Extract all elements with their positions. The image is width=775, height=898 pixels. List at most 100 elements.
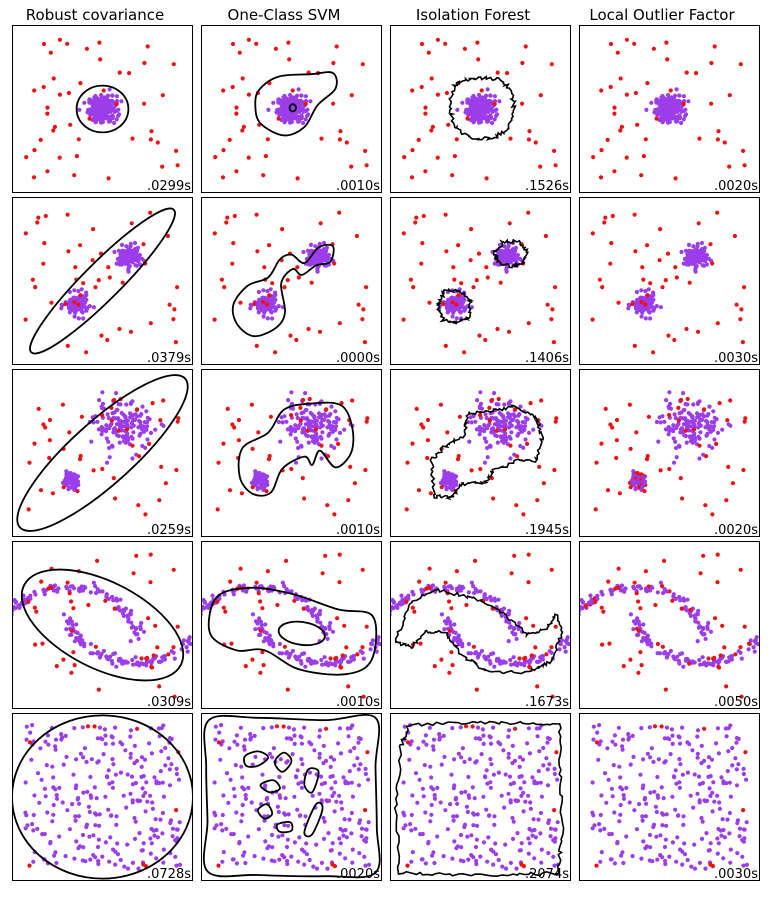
outlier-point: [614, 455, 619, 461]
inlier-point: [575, 612, 579, 616]
inlier-point: [130, 860, 135, 866]
outlier-point: [225, 215, 230, 220]
inlier-point: [248, 306, 253, 311]
inlier-point: [75, 797, 80, 802]
outlier-point: [106, 265, 111, 270]
inlier-point: [71, 305, 77, 310]
outlier-point: [435, 92, 440, 97]
outlier-point: [54, 664, 59, 669]
outlier-point: [105, 337, 110, 343]
inlier-point: [279, 415, 284, 420]
outlier-point: [456, 293, 461, 298]
outlier-point: [221, 441, 226, 446]
outlier-point: [459, 281, 464, 286]
inlier-point: [698, 662, 703, 667]
outlier-point: [60, 402, 65, 407]
outlier-point: [142, 60, 147, 66]
outlier-point: [43, 213, 48, 219]
inlier-point: [117, 112, 122, 117]
inlier-point: [6, 608, 10, 612]
inlier-point: [518, 404, 523, 409]
outlier-point: [526, 580, 531, 585]
outlier-point: [643, 137, 648, 142]
inlier-point: [661, 590, 666, 596]
outlier-point: [317, 755, 322, 760]
inlier-point: [293, 423, 298, 428]
outlier-point: [41, 261, 46, 266]
inlier-point: [31, 812, 36, 818]
outlier-point: [348, 464, 353, 469]
inlier-point: [296, 445, 301, 451]
inlier-point: [677, 411, 682, 416]
outlier-point: [338, 841, 343, 846]
inlier-point: [166, 756, 171, 761]
outlier-point: [338, 664, 343, 670]
inlier-point: [334, 437, 339, 442]
inlier-point: [68, 301, 73, 306]
inlier-point: [288, 432, 293, 437]
outlier-point: [150, 401, 155, 406]
outlier-point: [330, 841, 335, 846]
inlier-point: [573, 625, 577, 629]
outlier-point: [262, 265, 267, 270]
outlier-point: [541, 481, 547, 486]
outlier-point: [429, 76, 434, 81]
outlier-point: [346, 684, 351, 689]
inlier-point: [680, 428, 685, 433]
inlier-point: [369, 641, 374, 646]
inlier-point: [114, 391, 119, 396]
column-title-local-outlier-factor: Local Outlier Factor: [589, 6, 735, 24]
inlier-point: [631, 627, 636, 632]
inlier-point: [237, 841, 242, 846]
inlier-point: [493, 433, 498, 438]
inlier-point: [477, 651, 482, 657]
inlier-point: [649, 100, 654, 105]
inlier-point: [304, 841, 309, 846]
inlier-point: [488, 98, 493, 104]
inlier-point: [122, 864, 127, 869]
outlier-point: [364, 285, 369, 290]
inlier-point: [286, 725, 292, 730]
inlier-point: [285, 427, 290, 432]
inlier-point: [287, 736, 292, 741]
inlier-point: [514, 254, 519, 259]
outlier-point: [628, 485, 633, 490]
outlier-point: [69, 628, 74, 634]
outlier-point: [159, 464, 164, 469]
inlier-point: [363, 863, 368, 868]
panel-frame: [201, 713, 382, 881]
inlier-point: [631, 619, 637, 624]
inlier-point: [104, 654, 109, 659]
inlier-point: [473, 651, 478, 656]
inlier-point: [59, 737, 64, 742]
inlier-point: [503, 434, 508, 439]
inlier-point: [472, 796, 477, 801]
outlier-point: [528, 401, 533, 406]
inlier-point: [96, 837, 101, 842]
inlier-point: [334, 799, 339, 804]
outlier-point: [491, 496, 496, 501]
outlier-point: [462, 46, 467, 51]
outlier-point: [265, 137, 270, 142]
outlier-point: [496, 396, 501, 402]
inlier-point: [192, 616, 196, 620]
inlier-point: [487, 421, 492, 426]
outlier-point: [634, 430, 639, 435]
inlier-point: [448, 622, 453, 628]
outlier-point: [478, 413, 483, 418]
outlier-point: [538, 93, 543, 98]
inlier-point: [213, 737, 218, 742]
inlier-point: [110, 757, 115, 762]
outlier-point: [672, 337, 677, 343]
outlier-point: [529, 653, 534, 658]
outlier-point: [38, 137, 43, 142]
inlier-point: [278, 439, 283, 444]
inlier-point: [187, 623, 191, 627]
inlier-point: [111, 598, 116, 603]
inlier-point: [81, 316, 86, 321]
inlier-point: [696, 620, 701, 625]
inlier-point: [121, 412, 126, 417]
inlier-point: [681, 117, 686, 122]
inlier-point: [676, 658, 681, 664]
outlier-point: [229, 641, 234, 646]
